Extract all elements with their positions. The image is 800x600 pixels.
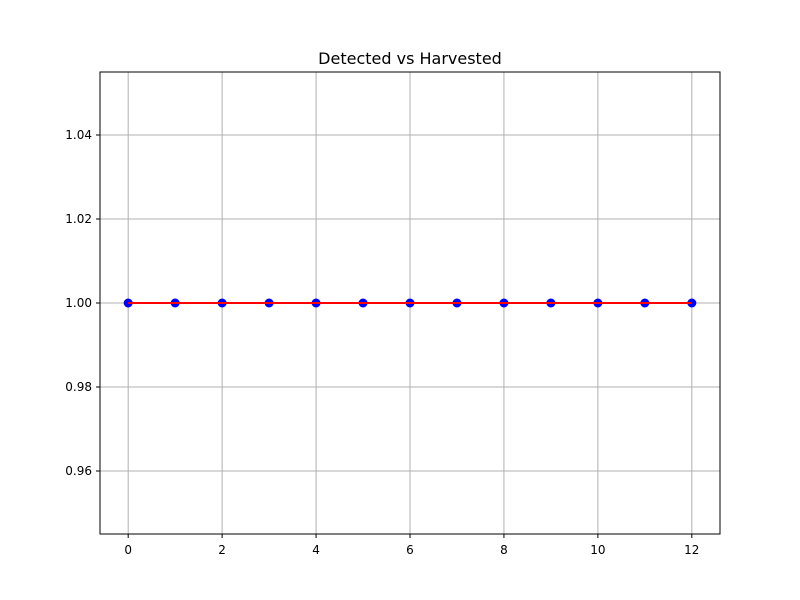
x-tick-label: 6: [406, 543, 414, 557]
y-tick-label: 1.02: [65, 212, 92, 226]
chart-title: Detected vs Harvested: [318, 49, 502, 68]
x-tick-label: 10: [590, 543, 605, 557]
y-tick-label: 0.96: [65, 464, 92, 478]
plot-data: [123, 298, 697, 308]
x-tick-label: 4: [312, 543, 320, 557]
x-tick-label: 0: [124, 543, 132, 557]
x-tick-label: 12: [684, 543, 699, 557]
x-tick-label: 8: [500, 543, 508, 557]
axis-ticks: 0 2 4 6 8 10 12 0.96 0.98 1.00 1.02 1.04: [65, 128, 699, 557]
y-tick-label: 0.98: [65, 380, 92, 394]
y-tick-label: 1.00: [65, 296, 92, 310]
y-tick-label: 1.04: [65, 128, 92, 142]
x-tick-label: 2: [218, 543, 226, 557]
